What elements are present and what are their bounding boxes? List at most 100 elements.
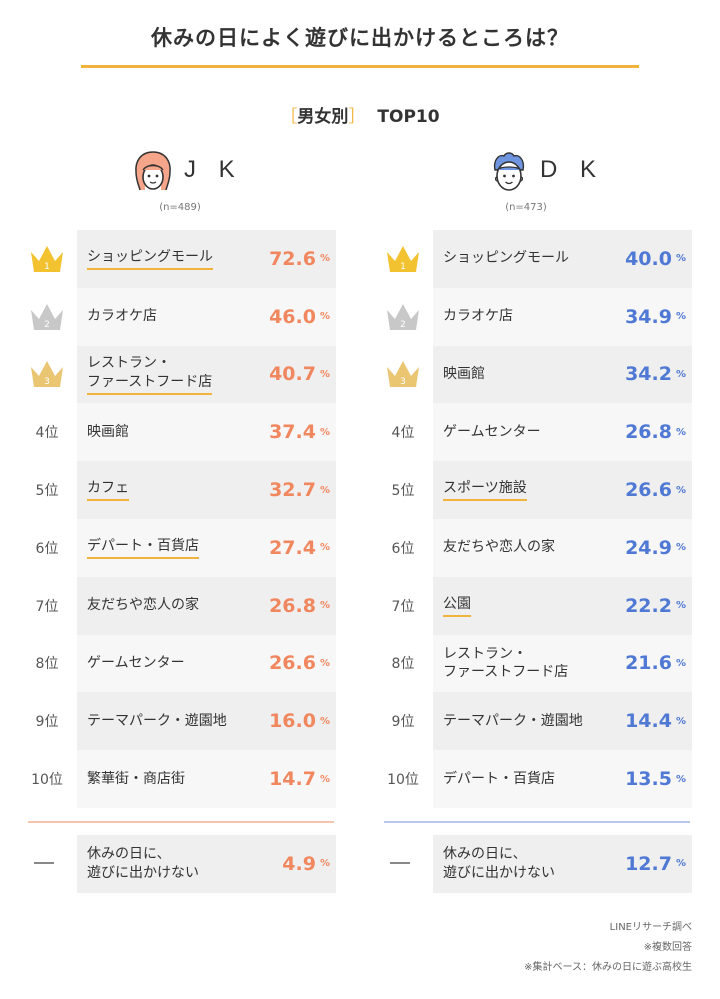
- source-note: LINEリサーチ調べ: [609, 922, 692, 933]
- svg-text:3: 3: [44, 377, 50, 387]
- table-row: 2 カラオケ店 46.0%: [0, 287, 340, 346]
- subtitle: ［男女別］ TOP10: [0, 102, 720, 127]
- bracket-close: ］: [348, 107, 366, 127]
- place-label: カラオケ店: [443, 308, 513, 325]
- page-title: 休みの日によく遊びに出かけるところは？: [151, 26, 569, 50]
- svg-text:1: 1: [400, 262, 406, 272]
- jk-header: J K: [0, 150, 340, 200]
- place-label: 繁華街・商店街: [87, 770, 185, 787]
- gold-crown-icon: 1: [378, 230, 428, 288]
- percent-value: 21.6%: [625, 652, 686, 675]
- table-row: 6位 友だちや恋人の家 24.9%: [356, 518, 696, 577]
- percent-value: 14.7%: [269, 768, 330, 791]
- svg-text:2: 2: [44, 320, 50, 330]
- rank-label: 6位: [391, 540, 415, 557]
- girl-avatar-icon: [135, 151, 171, 191]
- place-label: 映画館: [87, 423, 129, 440]
- jk-sample-size: (n=489): [159, 202, 201, 213]
- rank-label: 10位: [31, 772, 63, 789]
- dk-header: D K: [356, 150, 696, 200]
- percent-value: 40.7%: [269, 363, 330, 386]
- place-label: 友だちや恋人の家: [443, 539, 555, 556]
- table-row: 1 ショッピングモール 72.6%: [0, 230, 340, 288]
- rank-label: 5位: [391, 483, 415, 500]
- table-row: 1 ショッピングモール 40.0%: [356, 230, 696, 288]
- bronze-crown-icon: 3: [22, 346, 72, 404]
- percent-value: 16.0%: [269, 710, 330, 733]
- rank-label: 9位: [391, 714, 415, 731]
- bracket-open: ［: [280, 107, 298, 127]
- place-label: テーマパーク・遊園地: [87, 712, 227, 729]
- percent-value: 27.4%: [269, 536, 330, 559]
- rank-label: 5位: [35, 483, 59, 500]
- percent-value: 26.8%: [269, 594, 330, 617]
- title-underline: [81, 65, 639, 68]
- table-row: 4位 ゲームセンター 26.8%: [356, 403, 696, 462]
- svg-text:3: 3: [400, 377, 406, 387]
- base-note: ※集計ベース：休みの日に遊ぶ高校生: [524, 962, 692, 973]
- silver-crown-icon: 2: [378, 288, 428, 346]
- gold-crown-icon: 1: [22, 230, 72, 288]
- place-label: テーマパーク・遊園地: [443, 712, 583, 729]
- jk-extra-value: 4.9%: [282, 852, 330, 875]
- table-row: 5位 カフェ 32.7%: [0, 461, 340, 519]
- place-label: デパート・百貨店: [443, 770, 555, 787]
- percent-value: 34.2%: [625, 363, 686, 386]
- rank-label: 4位: [391, 425, 415, 442]
- dk-label: D K: [540, 156, 605, 183]
- percent-value: 26.8%: [625, 421, 686, 444]
- svg-text:1: 1: [44, 262, 50, 272]
- place-label: 友だちや恋人の家: [87, 597, 199, 614]
- multiple-answer-note: ※複数回答: [643, 942, 692, 953]
- rank-label: 10位: [387, 772, 419, 789]
- boy-avatar-icon: [493, 152, 525, 191]
- percent-value: 13.5%: [625, 768, 686, 791]
- dk-extra-label: 休みの日に、 遊びに出かけない: [443, 846, 555, 881]
- rank-label: 8位: [35, 656, 59, 673]
- table-row: 2 カラオケ店 34.9%: [356, 287, 696, 346]
- place-label: レストラン・ ファーストフード店: [87, 346, 257, 404]
- place-label: カフェ: [87, 461, 257, 519]
- rank-label: 9位: [35, 714, 59, 731]
- dk-extra-row: 休みの日に、 遊びに出かけない 12.7%: [356, 835, 696, 893]
- percent-value: 72.6%: [269, 247, 330, 270]
- rank-label: 6位: [35, 540, 59, 557]
- jk-divider: [28, 821, 334, 823]
- table-row: 10位 デパート・百貨店 13.5%: [356, 750, 696, 808]
- place-label: ショッピングモール: [443, 250, 569, 267]
- svg-text:2: 2: [400, 320, 406, 330]
- table-row: 6位 デパート・百貨店 27.4%: [0, 518, 340, 577]
- percent-value: 34.9%: [625, 305, 686, 328]
- table-row: 9位 テーマパーク・遊園地 14.4%: [356, 692, 696, 751]
- percent-value: 26.6%: [269, 652, 330, 675]
- footnotes: LINEリサーチ調べ ※複数回答 ※集計ベース：休みの日に遊ぶ高校生: [524, 918, 692, 978]
- dk-sample-size: (n=473): [505, 202, 547, 213]
- percent-value: 22.2%: [625, 594, 686, 617]
- dk-divider: [384, 821, 690, 823]
- percent-value: 24.9%: [625, 536, 686, 559]
- percent-value: 37.4%: [269, 421, 330, 444]
- table-row: 7位 友だちや恋人の家 26.8%: [0, 576, 340, 635]
- jk-ranking-list: 1 ショッピングモール 72.6% 2 カラオケ店 46.0% 3 レストラン・ ファーストフ…: [0, 230, 340, 808]
- table-row: 7位 公園 22.2%: [356, 576, 696, 635]
- rank-label: 8位: [391, 656, 415, 673]
- dash-mark: [34, 862, 54, 864]
- percent-value: 46.0%: [269, 305, 330, 328]
- subtitle-top: TOP10: [377, 107, 440, 127]
- place-label: ゲームセンター: [443, 423, 541, 440]
- table-row: 9位 テーマパーク・遊園地 16.0%: [0, 692, 340, 751]
- silver-crown-icon: 2: [22, 288, 72, 346]
- place-label: カラオケ店: [87, 308, 157, 325]
- rank-label: 7位: [35, 598, 59, 615]
- place-label: デパート・百貨店: [87, 519, 257, 577]
- dash-mark: [390, 862, 410, 864]
- percent-value: 26.6%: [625, 479, 686, 502]
- jk-label: J K: [184, 156, 243, 183]
- table-row: 8位 レストラン・ ファーストフード店 21.6%: [356, 634, 696, 693]
- jk-extra-row: 休みの日に、 遊びに出かけない 4.9%: [0, 835, 340, 893]
- bronze-crown-icon: 3: [378, 346, 428, 404]
- place-label: レストラン・ ファーストフード店: [443, 645, 569, 681]
- place-label: スポーツ施設: [443, 461, 613, 519]
- rank-label: 4位: [35, 425, 59, 442]
